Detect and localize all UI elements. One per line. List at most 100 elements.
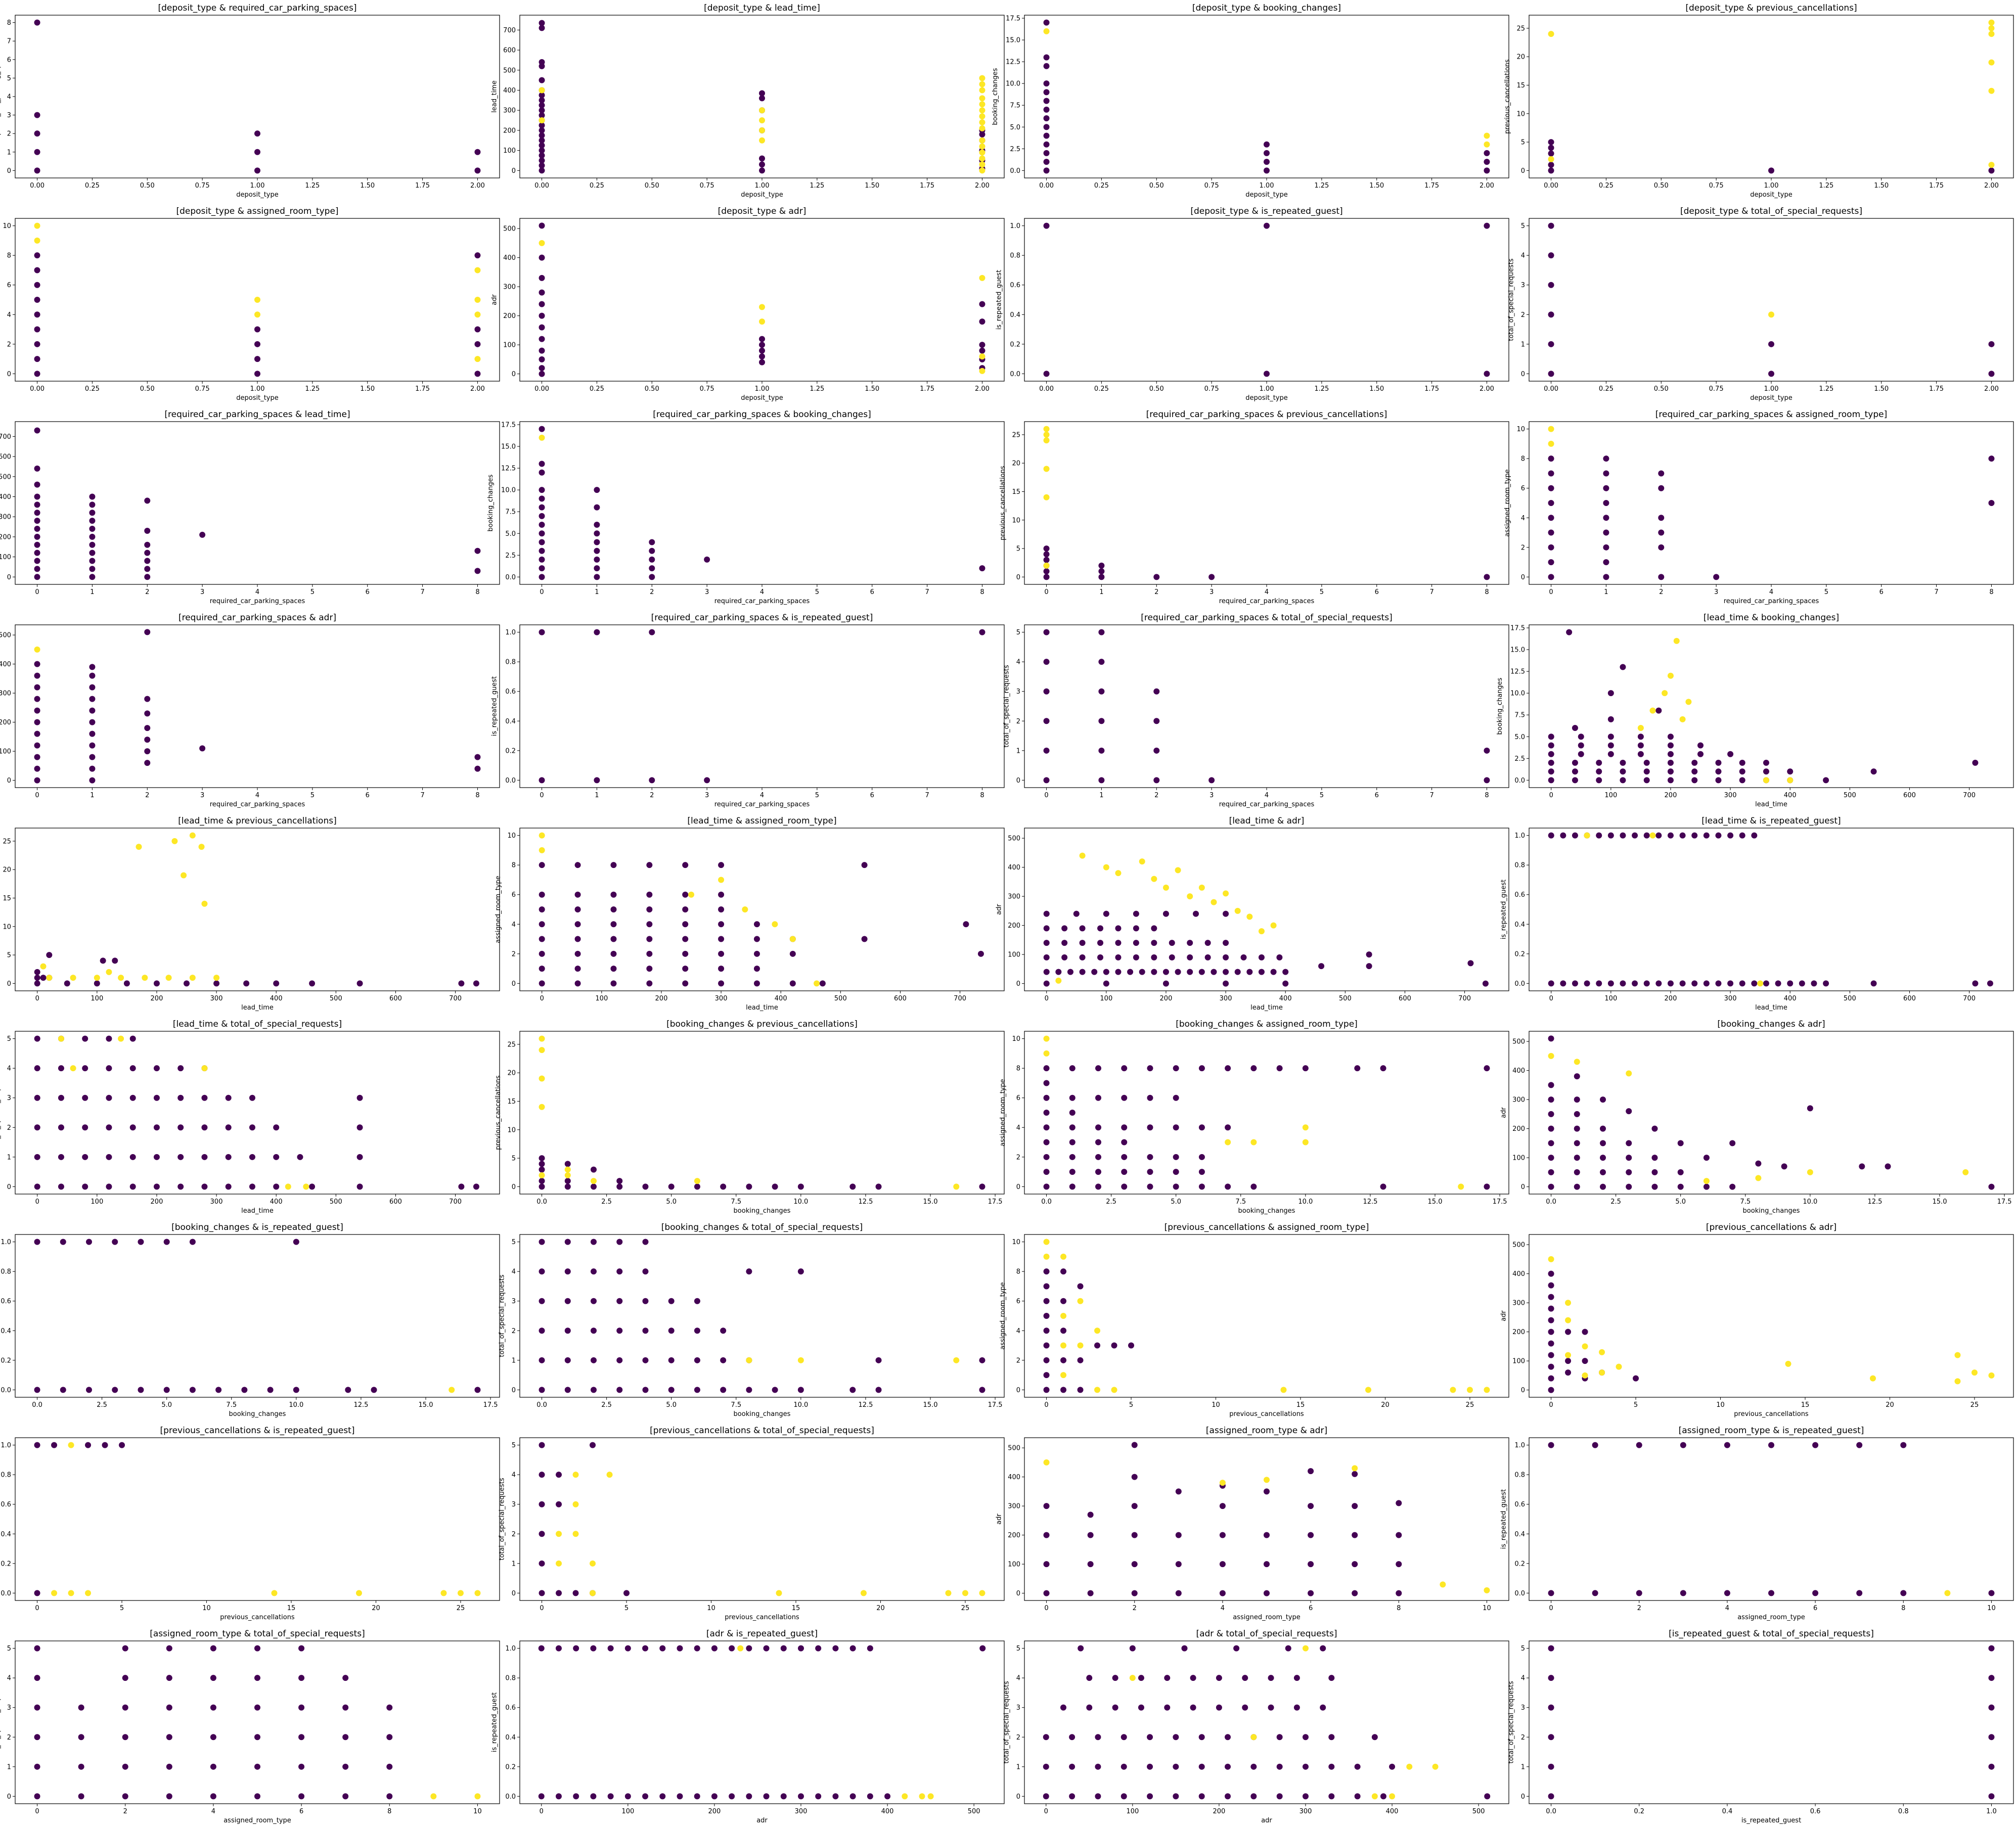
data-point <box>1328 1734 1335 1741</box>
subplot-7: [deposit_type & total_of_special_request… <box>1508 206 2014 402</box>
data-point <box>763 1645 770 1652</box>
y-axis-label: booking_changes <box>992 68 999 125</box>
data-point <box>1365 1387 1371 1393</box>
data-point <box>979 274 985 281</box>
data-point <box>1151 940 1157 946</box>
data-point <box>1043 19 1050 26</box>
data-point <box>1121 1139 1128 1146</box>
x-tick-label: 2 <box>1133 1605 1137 1612</box>
data-point <box>1643 777 1650 784</box>
data-point <box>1389 1763 1396 1770</box>
x-tick-label: 400 <box>270 995 283 1002</box>
data-point <box>58 1124 64 1131</box>
data-point <box>34 550 40 556</box>
data-point <box>1225 1124 1231 1131</box>
scatter-points <box>34 832 479 987</box>
data-point <box>1616 1363 1622 1370</box>
data-point <box>979 137 985 144</box>
x-tick-label: 0.00 <box>30 385 44 393</box>
y-tick-label: 0.0 <box>1514 777 1525 785</box>
data-point <box>1095 1139 1102 1146</box>
data-point <box>539 539 545 545</box>
data-point <box>144 566 151 572</box>
scatter-points <box>539 426 985 580</box>
x-tick-label: 8 <box>980 792 984 799</box>
data-point <box>1173 1094 1179 1101</box>
data-point <box>564 1298 571 1304</box>
data-point <box>298 1793 305 1800</box>
data-point <box>1651 1169 1658 1175</box>
data-point <box>82 1035 88 1042</box>
data-point <box>1103 980 1109 987</box>
subplot-title: [lead_time & assigned_room_type] <box>687 816 836 826</box>
y-tick-label: 100 <box>503 147 516 155</box>
x-tick-label: 0.00 <box>1039 182 1054 190</box>
data-point <box>144 527 151 534</box>
data-point <box>298 1645 305 1652</box>
subplot-title: [previous_cancellations & assigned_room_… <box>1164 1222 1369 1232</box>
data-point <box>1250 1183 1257 1190</box>
x-tick-label: 8 <box>387 1808 391 1815</box>
data-point <box>1768 167 1774 174</box>
data-point <box>34 684 40 691</box>
data-point <box>1043 1328 1050 1334</box>
data-point <box>902 1793 908 1800</box>
data-point <box>564 1328 571 1334</box>
data-point <box>1584 980 1590 987</box>
x-tick-label: 10 <box>202 1605 211 1612</box>
data-point <box>1582 1358 1588 1364</box>
x-tick-label: 1.25 <box>810 385 824 393</box>
data-point <box>1043 925 1050 932</box>
data-point <box>1703 832 1710 839</box>
axes-frame <box>1529 1437 2014 1601</box>
data-point <box>34 1124 40 1131</box>
y-tick-label: 0.6 <box>1514 1501 1525 1508</box>
data-point <box>616 1178 623 1184</box>
data-point <box>1724 1442 1730 1448</box>
data-point <box>572 1531 579 1537</box>
y-tick-label: 0 <box>512 1590 516 1597</box>
y-tick-label: 300 <box>1512 1300 1525 1307</box>
y-tick-label: 12.5 <box>501 465 516 473</box>
data-point <box>759 107 765 114</box>
data-point <box>1484 167 1490 174</box>
data-point <box>1574 1096 1580 1103</box>
data-point <box>539 504 545 511</box>
data-point <box>1276 1065 1283 1072</box>
data-point <box>1572 768 1578 775</box>
x-tick-label: 0.25 <box>85 182 100 190</box>
data-point <box>166 1734 172 1741</box>
data-point <box>1129 1675 1136 1681</box>
y-tick-label: 0 <box>1016 1183 1020 1191</box>
data-point <box>1043 1094 1050 1101</box>
data-point <box>759 353 765 360</box>
data-point <box>591 1239 597 1245</box>
data-point <box>440 1590 447 1596</box>
x-tick-label: 15.0 <box>923 1401 938 1409</box>
data-point <box>649 777 655 784</box>
data-point <box>1276 954 1283 960</box>
y-tick-label: 500 <box>0 632 11 639</box>
y-tick-label: 10.0 <box>1006 80 1020 88</box>
y-tick-label: 0.8 <box>1010 252 1020 260</box>
x-tick-label: 0.00 <box>30 182 44 190</box>
x-axis-label: previous_cancellations <box>1734 1410 1809 1418</box>
data-point <box>1574 1169 1580 1175</box>
data-point <box>539 1075 545 1082</box>
data-point <box>1111 1387 1117 1393</box>
data-point <box>1548 1140 1554 1147</box>
y-tick-label: 2.5 <box>505 552 516 560</box>
data-point <box>1679 716 1686 722</box>
x-axis-label: booking_changes <box>734 1207 791 1215</box>
y-tick-label: 400 <box>1512 1270 1525 1278</box>
x-tick-label: 15.0 <box>1428 1198 1443 1206</box>
y-tick-label: 600 <box>0 453 11 461</box>
y-tick-label: 1.0 <box>1 1442 11 1449</box>
data-point <box>1282 980 1289 987</box>
scatter-points <box>539 1442 985 1596</box>
data-point <box>225 1183 232 1190</box>
data-point <box>1043 1154 1050 1160</box>
y-tick-label: 400 <box>1008 864 1020 872</box>
x-tick-label: 0 <box>1549 1401 1553 1409</box>
data-point <box>1198 1065 1205 1072</box>
